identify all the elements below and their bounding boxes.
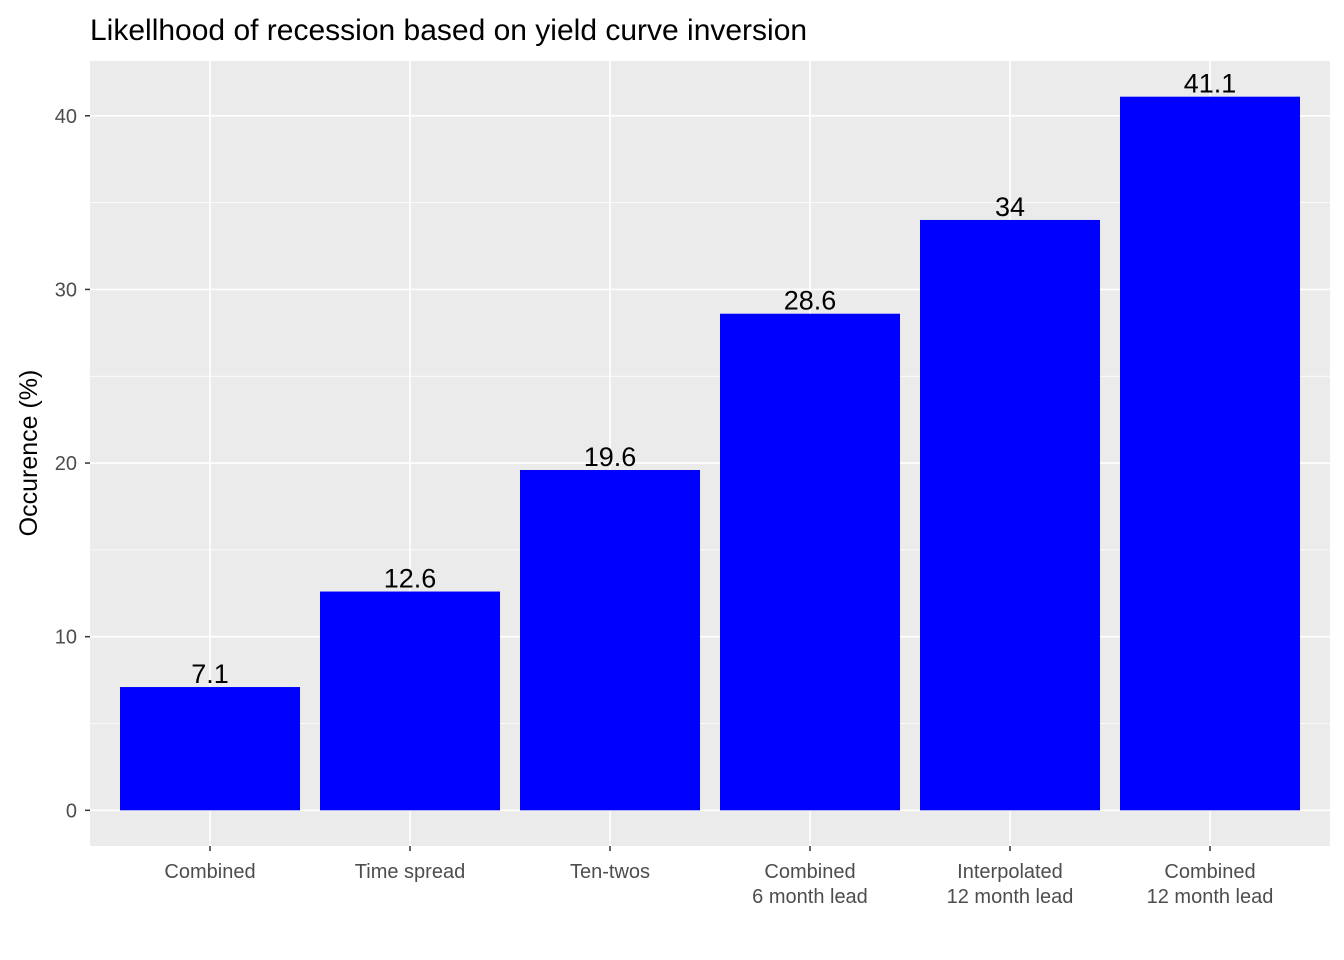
x-tick-label-line: Combined: [1164, 861, 1255, 883]
bar: [1120, 96, 1300, 811]
y-tick-label: 20: [55, 453, 77, 475]
bar: [920, 219, 1100, 811]
x-tick-label-line: Ten-twos: [570, 861, 650, 883]
x-tick-label-line: Combined: [764, 861, 855, 883]
x-tick-label-line: 12 month lead: [1147, 886, 1274, 908]
x-tick-label-line: Interpolated: [957, 861, 1063, 883]
chart-title: Likellhood of recession based on yield c…: [90, 14, 807, 47]
data-label: 19.6: [584, 442, 637, 472]
bar: [720, 313, 900, 811]
x-tick-label: Time spread: [355, 861, 465, 883]
x-tick-label: Combined: [164, 861, 255, 883]
data-label: 41.1: [1184, 69, 1237, 99]
y-tick-label: 40: [55, 106, 77, 128]
y-axis: 0 10 20 30 40: [55, 106, 90, 822]
y-tick-label: 30: [55, 279, 77, 301]
bar: [120, 687, 300, 811]
bar: [520, 469, 700, 811]
y-axis-title: Occurence (%): [15, 370, 43, 537]
bars: [120, 96, 1300, 811]
x-tick-label: Combined 6 month lead: [752, 861, 868, 908]
x-tick-label: Interpolated 12 month lead: [947, 861, 1074, 908]
bar: [320, 591, 500, 811]
data-label: 12.6: [384, 564, 437, 594]
x-tick-label-line: 6 month lead: [752, 886, 868, 908]
x-axis: Combined Time spread Ten-twos Combined 6 mon…: [164, 846, 1273, 908]
y-tick-label: 0: [66, 800, 77, 822]
x-tick-label-line: Time spread: [355, 861, 465, 883]
data-label: 7.1: [191, 659, 229, 689]
x-tick-label-line: Combined: [164, 861, 255, 883]
x-tick-label-line: 12 month lead: [947, 886, 1074, 908]
data-label: 34: [995, 192, 1025, 222]
x-tick-label: Combined 12 month lead: [1147, 861, 1274, 908]
data-labels: 7.1 12.6 19.6 28.6 34 41.1: [191, 69, 1236, 689]
y-tick-label: 10: [55, 627, 77, 649]
x-tick-label: Ten-twos: [570, 861, 650, 883]
data-label: 28.6: [784, 286, 837, 316]
